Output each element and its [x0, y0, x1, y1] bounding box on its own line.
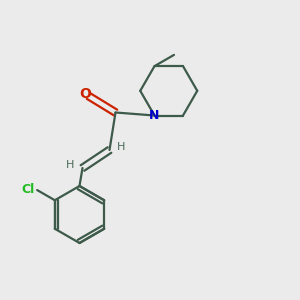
- Text: N: N: [149, 109, 160, 122]
- Text: O: O: [79, 88, 91, 101]
- Text: H: H: [66, 160, 75, 170]
- Text: Cl: Cl: [22, 183, 35, 196]
- Text: H: H: [117, 142, 126, 152]
